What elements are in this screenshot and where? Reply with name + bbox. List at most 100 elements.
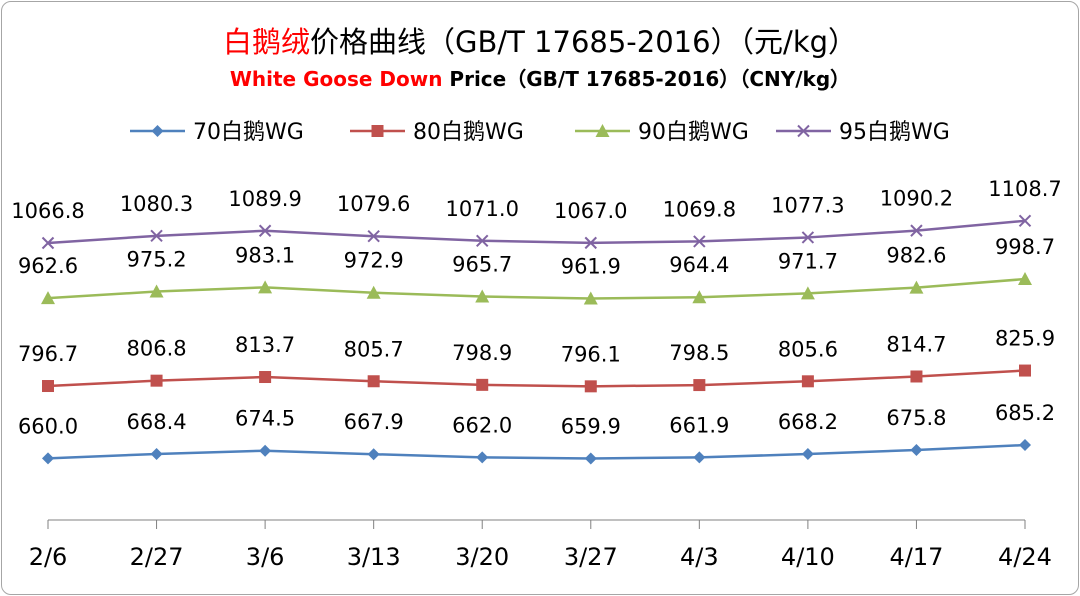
data-label: 1066.8 <box>11 199 84 223</box>
legend-marker <box>151 125 164 137</box>
data-point <box>910 444 923 457</box>
data-point <box>366 285 381 299</box>
marker-stroke <box>910 224 923 237</box>
marker-stroke <box>1018 214 1032 228</box>
data-point <box>1019 439 1031 452</box>
data-label: 972.9 <box>344 249 404 273</box>
data-label: 813.7 <box>235 333 295 357</box>
series-layer: 660.0 668.4 674.5 667.9 662.0 659.9 661.9 668.2… <box>11 177 1062 465</box>
marker-stroke <box>476 234 489 247</box>
chart-title-rest: 价格曲线（GB/T 17685-2016）（元/kg） <box>310 25 857 59</box>
data-point <box>692 290 707 304</box>
legend-item: 70白鹅WG <box>130 120 304 145</box>
data-point <box>693 451 706 464</box>
legend-item: 95白鹅WG <box>776 120 950 145</box>
data-point <box>693 379 706 392</box>
data-label: 668.4 <box>126 410 186 434</box>
series: 962.6 975.2 983.1 972.9 965.7 961.9 964.4 971.7… <box>18 235 1055 305</box>
data-point <box>367 375 380 388</box>
chart-subtitle-rest: Price（GB/T 17685-2016）（CNY/kg） <box>442 67 850 91</box>
data-label: 998.7 <box>995 235 1055 259</box>
data-label: 805.6 <box>778 337 838 361</box>
x-tick-label: 4/10 <box>781 543 835 571</box>
data-label: 1090.2 <box>880 187 953 211</box>
legend-item: 90白鹅WG <box>575 120 749 145</box>
legend-label: 80白鹅WG <box>413 120 524 145</box>
chart-subtitle-highlight: White Goose Down <box>230 67 443 91</box>
data-label: 971.7 <box>778 249 838 273</box>
legend: 70白鹅WG 80白鹅WG 90白鹅WG 95白鹅WG <box>130 120 950 145</box>
data-label: 1108.7 <box>988 177 1061 201</box>
data-label: 965.7 <box>452 253 512 277</box>
x-tick-label: 3/20 <box>455 543 509 571</box>
data-label: 983.1 <box>235 243 295 267</box>
data-point <box>259 444 272 457</box>
data-label: 674.5 <box>235 407 295 431</box>
marker-stroke <box>797 124 810 138</box>
data-label: 667.9 <box>344 410 404 434</box>
data-label: 805.7 <box>344 337 404 361</box>
data-label: 659.9 <box>561 414 621 438</box>
chart-subtitle: White Goose Down Price（GB/T 17685-2016）（… <box>230 67 850 91</box>
data-point <box>476 378 489 391</box>
data-label: 825.9 <box>995 327 1055 351</box>
data-label: 1067.0 <box>554 199 627 223</box>
data-label: 1071.0 <box>445 197 518 221</box>
data-point <box>150 374 163 387</box>
data-point <box>583 291 598 305</box>
legend-label: 95白鹅WG <box>839 120 950 145</box>
marker-stroke <box>150 229 163 243</box>
legend-marker <box>595 124 610 137</box>
x-tick-label: 4/24 <box>998 543 1052 571</box>
data-point <box>42 380 54 393</box>
marker-stroke <box>41 236 55 250</box>
data-point <box>910 224 923 237</box>
data-label: 806.8 <box>126 337 186 361</box>
series-line <box>47 219 1026 245</box>
data-point <box>259 371 272 384</box>
data-label: 1089.9 <box>228 187 301 211</box>
data-label: 1079.6 <box>337 192 410 216</box>
data-point <box>584 236 597 250</box>
data-label: 685.2 <box>995 401 1055 425</box>
data-point <box>150 229 163 243</box>
data-point <box>800 286 815 300</box>
data-point <box>475 289 490 303</box>
x-tick-label: 3/13 <box>347 543 401 571</box>
data-point <box>149 284 164 298</box>
data-label: 661.9 <box>669 413 729 437</box>
data-point <box>42 452 54 465</box>
data-point <box>909 280 924 294</box>
data-point <box>584 380 597 393</box>
data-point <box>41 291 55 305</box>
legend-marker <box>371 125 384 137</box>
x-tick-label: 3/27 <box>564 543 618 571</box>
data-label: 1080.3 <box>120 192 193 216</box>
data-point <box>801 231 815 244</box>
data-label: 964.4 <box>669 253 729 277</box>
data-label: 814.7 <box>886 332 946 356</box>
data-label: 1077.3 <box>771 193 844 217</box>
data-point <box>41 236 55 250</box>
data-point <box>476 451 489 464</box>
series-line <box>47 443 1026 460</box>
series: 660.0 668.4 674.5 667.9 662.0 659.9 661.9 668.2… <box>18 401 1055 465</box>
data-point <box>584 452 597 465</box>
data-point <box>910 370 923 383</box>
data-label: 796.7 <box>18 342 78 366</box>
series: 1066.8 1080.3 1089.9 1079.6 1071.0 1067.0 1069… <box>11 177 1062 250</box>
legend-marker <box>797 124 810 138</box>
data-point <box>693 235 706 248</box>
data-label: 660.0 <box>18 414 78 438</box>
data-label: 982.6 <box>886 244 946 268</box>
data-label: 975.2 <box>126 248 186 272</box>
legend-label: 90白鹅WG <box>638 120 749 145</box>
data-label: 662.0 <box>452 413 512 437</box>
data-label: 798.9 <box>452 341 512 365</box>
data-label: 796.1 <box>561 342 621 366</box>
data-label: 1069.8 <box>663 197 736 221</box>
data-label: 798.5 <box>669 341 729 365</box>
legend-label: 70白鹅WG <box>193 120 304 145</box>
data-label: 961.9 <box>561 255 621 279</box>
